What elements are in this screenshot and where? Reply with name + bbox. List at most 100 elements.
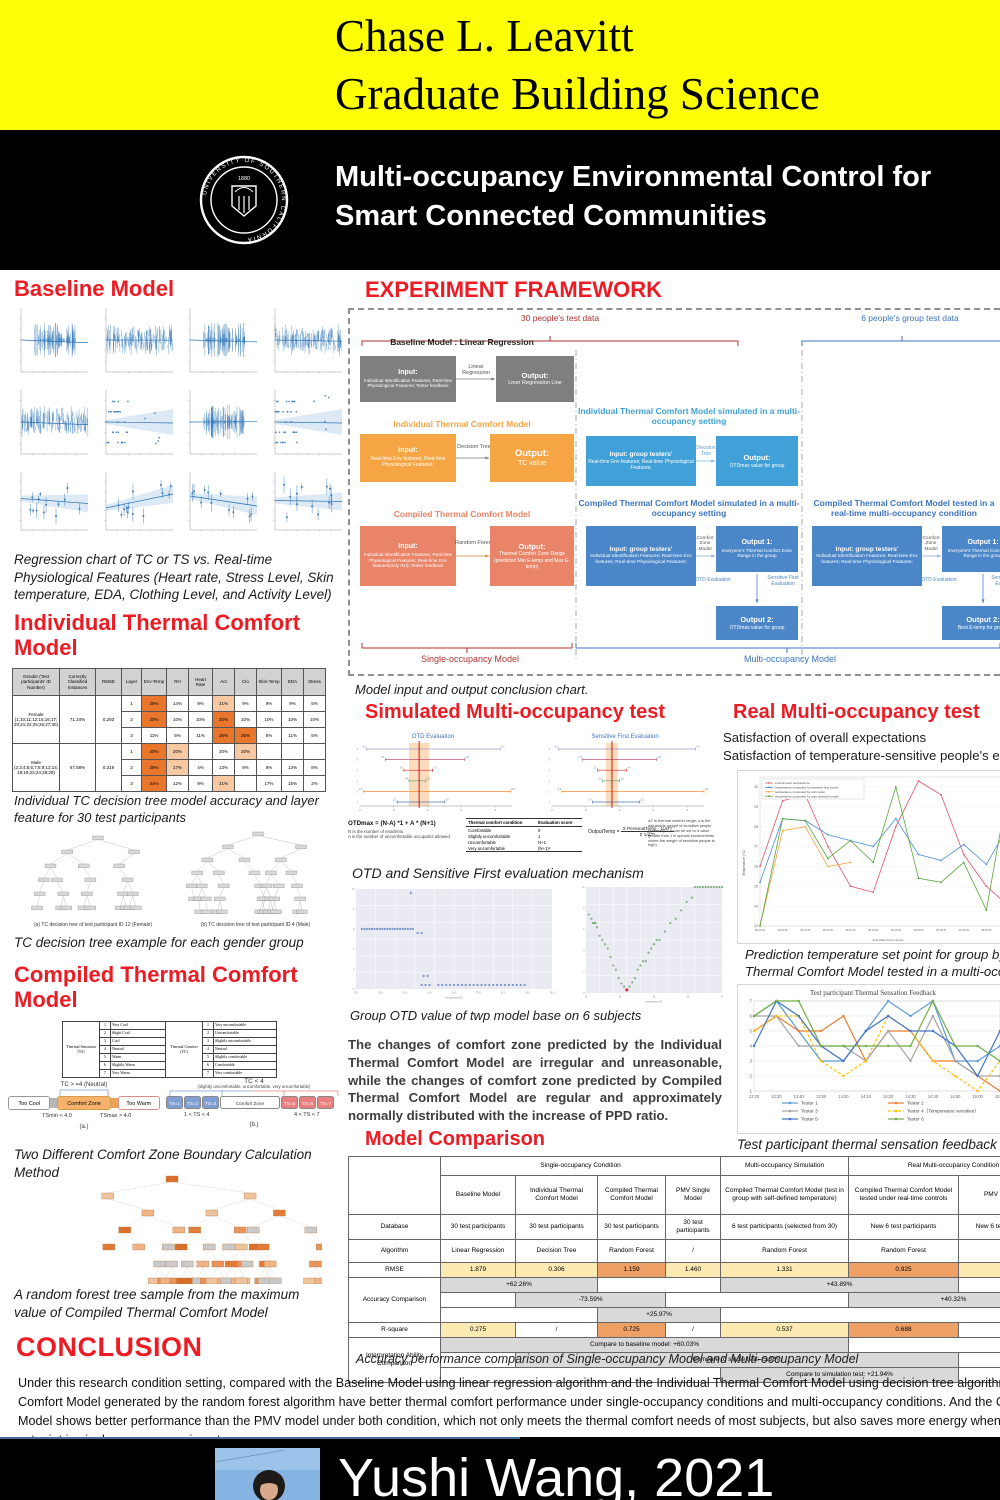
group-otd-individual-chart: 22.5 23.0 23.5 24.0 24.5 25.0 25.5 26.0 26.5 0 2 4 6… [352, 889, 555, 1000]
framework-caption: Model input and output conclusion chart. [355, 682, 589, 697]
footer-credit: Yushi Wang, 2021 [338, 1448, 775, 1500]
svg-text:3: 3 [750, 1059, 753, 1064]
otdmax-note1: N is the number of residents. [348, 829, 405, 834]
feature-weight-cell: 14% [166, 695, 190, 712]
svg-text:temperature computed by auto s: temperature computed by auto selected mo… [775, 794, 839, 798]
cmp-accuracy-cell: +40.32% [848, 1292, 1000, 1308]
svg-text:6: 6 [461, 808, 463, 812]
cmp-algorithm-cell: Random Forest [597, 1239, 666, 1263]
svg-text:09:13:45: 09:13:45 [800, 928, 811, 932]
cmp-row-label: R-square [348, 1322, 441, 1338]
feature-weight-cell: 34% [141, 775, 168, 792]
fw-ctcm-sim-output1-body: Everyone's Thermal Comfort Zone Range in… [722, 547, 792, 559]
comfort-zone-diagram-b: TC < 4 (slightly uncomfortable, uncomfor… [166, 1078, 342, 1140]
group-otd-caption: Group OTD value of twp model base on 6 s… [350, 1008, 642, 1023]
svg-text:27: 27 [721, 997, 724, 999]
svg-text:2.6: 2.6 [400, 768, 404, 770]
comparison-table-wrap: Single-occupancy Condition Multi-occupanc… [348, 1156, 1000, 1383]
svg-text:7: 7 [750, 999, 753, 1004]
svg-text:14:30: 14:30 [905, 1094, 916, 1099]
fw-ctcm-sim-input-title: Input: group testers' [609, 545, 673, 553]
ts-cell: Neutral [110, 1045, 166, 1054]
svg-text:3.9: 3.9 [427, 778, 431, 780]
cmp-rmse-cell: 1.460 [664, 1262, 722, 1278]
fw-ctcm-real-output1-body: Everyone's Thermal Comfort Zone Range in… [948, 547, 1000, 559]
feature-weight-cell: 29% [141, 759, 168, 776]
diagram-a-connectors [59, 1089, 109, 1096]
fw-ctcm-input-title: Input: [398, 543, 418, 551]
cmp-database-cell: 30 test participants [664, 1214, 722, 1240]
section-baseline-heading: Baseline Model [14, 276, 175, 301]
section-comparison-heading: Model Comparison [365, 1128, 546, 1150]
fw-itcm-output-box: Output: TC value [490, 434, 574, 482]
feature-weight-cell: 9% [234, 695, 258, 712]
cmp-group-header: Real Multi-occupancy Condition [848, 1156, 1000, 1176]
fw-itcm-sim-input-title: Input: group testers' [609, 450, 673, 458]
regression-panel [273, 308, 342, 374]
fw-itcm-sim-input-box: Input: group testers' Real-time Env feat… [586, 436, 696, 486]
ts-cell: Slightly Warm [110, 1061, 166, 1070]
feature-weight-cell [303, 743, 327, 760]
cmp-algorithm-cell: Decision Tree [515, 1239, 598, 1263]
layer-cell: 1 [121, 695, 143, 712]
score-cell: 0 [538, 827, 541, 833]
svg-text:13:30: 13:30 [771, 1094, 782, 1099]
layer-cell: 3 [121, 727, 143, 744]
ts-label: Thermal Sensation（TS） [62, 1021, 100, 1078]
diagram-a-label: TC > =4 (Neutral) [60, 1082, 108, 1088]
zones-caption: Two Different Comfort Zone Boundary Calc… [14, 1147, 312, 1180]
cmp-interp-cell [958, 1352, 1000, 1368]
cmp-row-label: Accuracy Comparison [348, 1277, 441, 1323]
svg-text:28: 28 [754, 825, 758, 829]
cmp-rsquare-cell: / [664, 1322, 722, 1338]
diagram-b-right-note: 4 < TS < 7 [294, 1111, 320, 1118]
cmp-rsquare-cell: 0.275 [440, 1322, 516, 1338]
individual-accuracy-table-wrap: Gender (Test participants' ID Number) Cor… [11, 668, 327, 792]
cmp-rmse-cell: 0.925 [848, 1262, 960, 1278]
cmp-model-header: PMV Multi Model [958, 1175, 1000, 1215]
feature-weight-cell: 8% [234, 759, 258, 776]
regression-panel [188, 472, 258, 532]
cmp-accuracy-cell [720, 1307, 1000, 1323]
svg-text:2: 2 [353, 969, 355, 971]
score-cell: Slightly uncomfortable [468, 833, 511, 839]
cmp-interp-cell [439, 1367, 722, 1383]
fw-ctcm-output-body: Thermal Comfort Zone Range (predicted Mi… [493, 551, 571, 570]
fw-itcm-input-body: Real-time Env features; Real-time Physio… [370, 456, 446, 469]
svg-text:Tester 4（Temperature sensitive: Tester 4（Temperature sensitive） [907, 1109, 979, 1114]
svg-text:15:00: 15:00 [973, 1094, 984, 1099]
fw-itcm-input-title: Input: [398, 447, 418, 455]
tc-cell: 4 [202, 1045, 214, 1054]
fw-itcm-sim-output-box: Output: OTDmax value for group [716, 436, 798, 486]
svg-text:2: 2 [357, 790, 359, 793]
svg-text:25: 25 [754, 884, 758, 888]
svg-text:24: 24 [754, 904, 758, 908]
cmp-rsquare-cell: 0.688 [848, 1322, 960, 1338]
comparison-caption: Accuracy performance comparison of Singl… [356, 1352, 859, 1366]
fw-ctcm-sim-output1-title: Output 1: [741, 538, 773, 546]
layer-cell: 2 [121, 759, 143, 776]
simulated-body-text: The changes of comfort zone predicted by… [348, 1037, 722, 1124]
otdmax-formula-text: OTDmax = (N-A) *1 + A * (N+1) [348, 820, 436, 827]
otd-evaluation-chart: OTD Evaluation 0.4 8.3 6 1.5 6.2 5 2.6 4.3 4 2.9 3.… [357, 734, 516, 812]
fw-ctcm-input-body: Individual Identification Features; Real… [363, 551, 453, 569]
svg-text:25: 25 [653, 997, 656, 999]
fw-itcm-sim-arrow-label: Decision Tree [696, 445, 716, 457]
cmp-interp-cell [440, 1352, 516, 1368]
diagram-b-sublabel: (slightly uncomfortable, uncomfortable, … [197, 1084, 311, 1089]
svg-text:OTD Evaluation: OTD Evaluation [412, 734, 454, 740]
section-compiled-heading: Compiled Thermal Comfort Model [14, 962, 298, 1012]
svg-text:temperature(C): temperature(C) [446, 997, 463, 1000]
fw-baseline-output-box: Output: Liner Regression Line [496, 356, 574, 402]
fw-ctcm-real-output2-body: Best E-temp for group; [957, 624, 1000, 631]
svg-text:4: 4 [583, 950, 585, 952]
svg-text:5: 5 [357, 759, 359, 762]
poster-title: Multi-occupancy Environmental Control fo… [335, 158, 995, 236]
fw-sf-eval-label: Sensitive First Evaluation [767, 575, 799, 587]
diagram-a-caption: (a.) [79, 1124, 89, 1130]
svg-text:1.5: 1.5 [381, 757, 385, 759]
cmp-model-header: Compiled Thermal Comfort Model (test in … [720, 1175, 850, 1215]
svg-text:0: 0 [583, 993, 585, 995]
outputtemp-num: Σ PersonalTemp · 1/ΔTˢ [620, 826, 674, 832]
